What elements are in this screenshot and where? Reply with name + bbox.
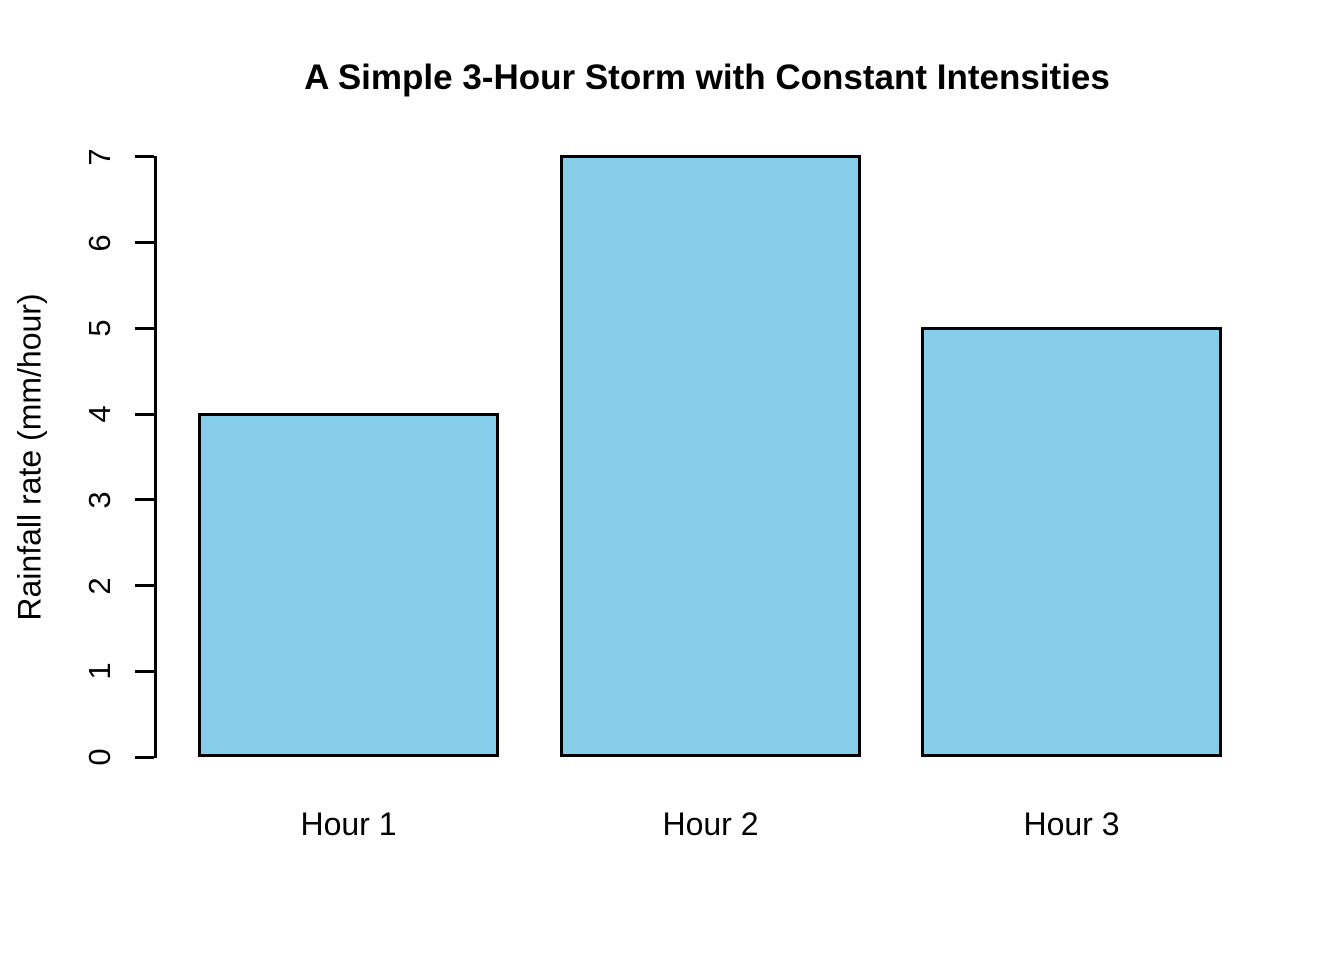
y-tick-mark — [135, 412, 154, 416]
bar-hour-1 — [198, 412, 499, 757]
chart-title: A Simple 3-Hour Storm with Constant Inte… — [304, 58, 1110, 97]
y-tick-label: 7 — [82, 148, 117, 166]
y-tick-label: 6 — [82, 233, 117, 252]
y-tick-label: 2 — [82, 576, 117, 595]
y-tick-mark — [135, 584, 154, 587]
y-tick-mark — [135, 498, 154, 502]
y-axis-line — [154, 155, 157, 758]
x-tick-label: Hour 3 — [1023, 806, 1120, 842]
y-tick-mark — [135, 755, 154, 759]
y-tick-mark — [135, 669, 154, 673]
y-tick-label: 1 — [82, 662, 117, 680]
y-tick-mark — [135, 326, 154, 330]
y-tick-label: 4 — [82, 405, 117, 423]
y-tick-label: 5 — [82, 319, 117, 337]
bar-hour-2 — [560, 155, 861, 757]
y-tick-mark — [135, 241, 154, 244]
bar-hour-3 — [921, 326, 1222, 757]
y-axis-title: Rainfall rate (mm/hour) — [11, 293, 48, 621]
y-tick-label: 0 — [82, 748, 117, 766]
x-tick-label: Hour 1 — [300, 806, 397, 842]
x-tick-label: Hour 2 — [662, 806, 759, 842]
y-tick-mark — [135, 155, 154, 159]
y-tick-label: 3 — [82, 491, 117, 509]
